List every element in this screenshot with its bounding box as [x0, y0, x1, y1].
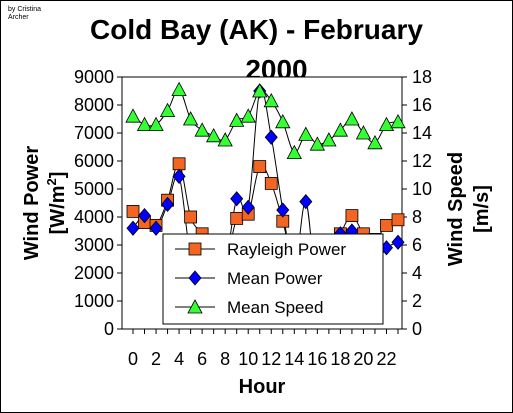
y-right-tick-label: 8 [412, 207, 422, 227]
legend-label-mean-power: Mean Power [227, 269, 323, 288]
rayleigh-power-point [264, 176, 278, 190]
y-right-tick-label: 12 [412, 151, 432, 171]
mean-speed-point [263, 92, 279, 108]
mean-power-point [241, 199, 255, 215]
mean-speed-point [367, 134, 383, 150]
chart-title-line1: Cold Bay (AK) - February [90, 14, 423, 45]
y-right-tick-label: 18 [412, 67, 432, 87]
mean-speed-point [182, 111, 199, 126]
y-right-tick-label: 14 [412, 123, 432, 143]
mean-power-point [126, 220, 140, 236]
x-tick-label: 6 [197, 349, 207, 369]
x-axis-label: Hour [239, 376, 286, 398]
rayleigh-power-point [172, 157, 186, 171]
y-right-tick-label: 0 [412, 319, 422, 339]
mean-power-point [276, 202, 290, 218]
legend-marker-rayleigh-power [188, 242, 202, 256]
y-left-tick-label: 2000 [74, 263, 114, 283]
y-right-tick-label: 16 [412, 95, 432, 115]
mean-power-point [391, 234, 405, 250]
rayleigh-power-point [184, 210, 198, 224]
y-left-axis-label-line2: [W/m2] [44, 172, 69, 235]
rayleigh-power-point [230, 211, 244, 225]
mean-power-point [149, 220, 163, 236]
rayleigh-power-point [380, 218, 393, 232]
x-tick-label: 10 [238, 349, 258, 369]
y-right-tick-label: 2 [412, 291, 422, 311]
mean-speed-point [390, 113, 406, 129]
y-right-tick-label: 6 [412, 235, 422, 255]
mean-speed-point [148, 116, 164, 132]
x-tick-label: 22 [376, 349, 396, 369]
x-tick-label: 16 [307, 349, 327, 369]
mean-power-point [264, 129, 278, 145]
mean-power-point [172, 168, 186, 185]
author-credit-line1: by Cristina [8, 6, 42, 13]
mean-speed-point [309, 136, 326, 151]
mean-power-point [161, 196, 175, 213]
y-right-tick-label: 4 [412, 263, 422, 283]
mean-power-point [137, 207, 152, 224]
mean-power-point [230, 191, 244, 207]
mean-speed-point [378, 116, 395, 132]
y-left-tick-label: 7000 [74, 123, 114, 143]
mean-speed-point [252, 83, 268, 98]
mean-speed-point [159, 102, 176, 117]
y-left-tick-label: 9000 [74, 67, 114, 87]
y-right-tick-label: 10 [412, 179, 432, 199]
x-tick-label: 0 [128, 349, 138, 369]
y-left-tick-label: 0 [104, 319, 114, 339]
mean-speed-point [171, 81, 187, 96]
mean-speed-point [240, 108, 256, 123]
mean-speed-point [125, 108, 141, 123]
y-left-tick-label: 4000 [74, 207, 114, 227]
x-tick-label: 8 [220, 349, 230, 369]
mean-speed-point [344, 111, 360, 126]
legend-label-rayleigh-power: Rayleigh Power [227, 240, 346, 259]
legend-marker-mean-power [188, 270, 202, 286]
y-left-tick-label: 1000 [74, 291, 114, 311]
y-left-tick-label: 8000 [74, 95, 114, 115]
rayleigh-power-point [345, 209, 359, 223]
mean-speed-point [332, 122, 349, 137]
mean-speed-point [298, 126, 314, 141]
x-tick-label: 18 [330, 349, 350, 369]
y-left-tick-label: 3000 [74, 235, 114, 255]
y-left-axis-label-line1: Wind Power [21, 146, 43, 260]
y-right-axis-label-line2: [m/s] [471, 185, 493, 233]
rayleigh-power-point [391, 213, 405, 227]
mean-speed-point [286, 144, 302, 160]
mean-speed-point [275, 113, 291, 129]
x-tick-label: 14 [284, 349, 304, 369]
y-left-tick-label: 5000 [74, 179, 114, 199]
author-credit: by Cristina Archer [8, 6, 41, 22]
y-right-axis-label-line1: Wind Speed [445, 152, 467, 266]
x-tick-label: 20 [353, 349, 373, 369]
mean-speed-point [355, 125, 372, 140]
legend-label-mean-speed: Mean Speed [227, 298, 323, 317]
mean-speed-point [205, 127, 222, 143]
mean-speed-point [136, 116, 153, 132]
legend-marker-mean-speed [187, 299, 203, 314]
x-tick-label: 2 [151, 349, 161, 369]
y-left-tick-label: 6000 [74, 151, 114, 171]
mean-speed-point [194, 122, 210, 137]
rayleigh-power-point [126, 204, 140, 218]
mean-speed-point [217, 132, 233, 147]
y-right-axis-label: Wind Speed [m/s] [445, 152, 493, 266]
x-tick-label: 12 [261, 349, 281, 369]
rayleigh-power-point [253, 160, 267, 174]
x-tick-label: 4 [174, 349, 184, 369]
mean-power-point [299, 193, 313, 210]
y-left-axis-label: Wind Power [W/m2] [21, 146, 69, 260]
mean-speed-point [229, 112, 245, 127]
mean-speed-point [321, 132, 337, 147]
author-credit-line2: Archer [8, 14, 29, 21]
